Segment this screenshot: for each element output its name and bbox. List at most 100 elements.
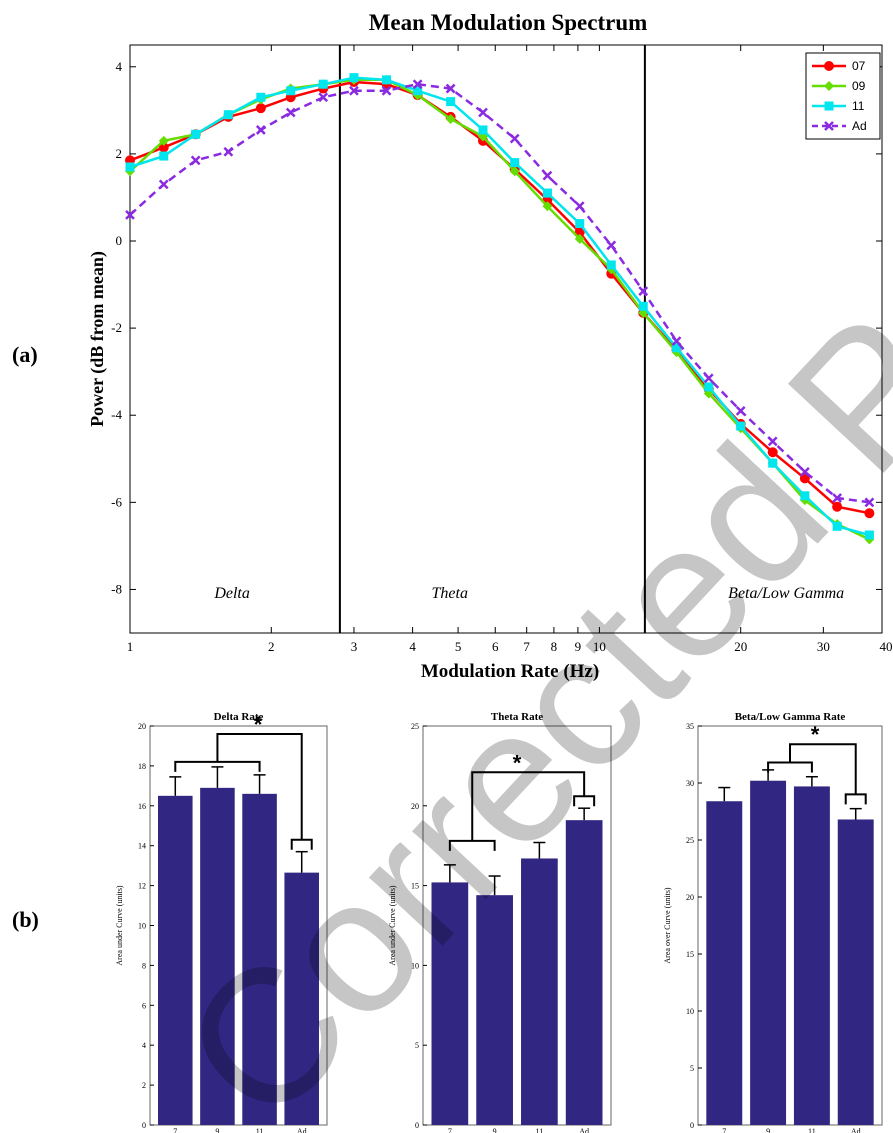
y-axis-label: Area under Curve (units) [388, 885, 397, 966]
y-tick-label: -2 [111, 320, 122, 335]
series-11 [125, 73, 874, 540]
data-point [703, 373, 714, 384]
legend-item-11: 11 [812, 99, 865, 113]
data-point [285, 107, 296, 118]
region-label: Beta/Low Gamma [728, 585, 844, 602]
bar-9 [750, 780, 787, 1125]
data-point [800, 491, 810, 501]
x-tick-label: 20 [734, 639, 747, 654]
data-point [542, 201, 553, 212]
y-tick-label: 15 [411, 882, 419, 891]
y-tick-label: -4 [111, 407, 122, 422]
data-point [832, 501, 843, 512]
y-tick-label: 16 [138, 802, 146, 811]
y-tick-label: 20 [686, 893, 694, 902]
data-point [767, 436, 778, 447]
series-line [129, 76, 870, 537]
delta-rate-chart: Delta Rate 0 2 4 6 8 10 12 14 16 18 20 Area under Cu… [115, 711, 328, 1133]
data-point [125, 209, 135, 220]
bar-Ad [837, 819, 874, 1125]
y-tick-label: 5 [690, 1064, 694, 1073]
series-lines [125, 73, 875, 545]
data-point [478, 107, 488, 118]
data-point [606, 260, 616, 270]
legend-item-Ad: Ad [812, 119, 867, 133]
data-point [704, 382, 714, 392]
significance-star: * [254, 712, 263, 737]
y-axis-label: Power (dB from mean) [87, 251, 108, 427]
plot-frame [697, 725, 883, 1126]
y-ticks: 4 2 0 -2 -4 -6 -8 [111, 59, 882, 596]
data-point [318, 79, 328, 89]
data-point [575, 219, 585, 229]
data-point [158, 179, 169, 190]
x-tick-label: 40 [880, 639, 893, 654]
y-tick-label: 18 [138, 762, 146, 771]
legend-label: 09 [852, 79, 866, 93]
legend-label: Ad [852, 119, 867, 133]
data-point [542, 170, 553, 181]
y-tick-label: 14 [138, 842, 146, 851]
data-point [542, 188, 552, 198]
x-tick-label: 7 [173, 1127, 177, 1133]
data-point [413, 86, 423, 96]
x-tick-label: Ad [579, 1127, 589, 1133]
legend: 07 09 11 Ad [805, 52, 881, 140]
data-point [672, 343, 682, 353]
data-point [638, 286, 649, 296]
x-ticks: 1 2 3 4 5 6 7 8 9 10 20 30 40 [127, 45, 893, 654]
x-tick-label: Ad [297, 1127, 307, 1133]
y-tick-label: 10 [686, 1007, 694, 1016]
y-tick-label: 6 [142, 1001, 146, 1010]
data-point [445, 83, 456, 94]
y-tick-label: 0 [142, 1121, 146, 1130]
significance-bracket [767, 743, 867, 805]
x-tick-label: 2 [268, 639, 275, 654]
x-tick-label: 8 [551, 639, 558, 654]
y-tick-label: 4 [116, 59, 123, 74]
theta-rate-chart: Theta Rate 0 5 10 15 20 25 Area under Curve (un… [388, 711, 612, 1133]
data-point [255, 103, 266, 114]
data-point [509, 133, 520, 144]
data-point [509, 166, 520, 177]
legend-label: 11 [852, 99, 865, 113]
bar-Ad [565, 820, 603, 1125]
chart-title: Delta Rate [214, 711, 264, 723]
data-point [864, 497, 875, 508]
x-tick-label: 9 [493, 1127, 497, 1133]
data-point [256, 92, 266, 102]
y-tick-label: 8 [142, 961, 146, 970]
significance-star: * [811, 722, 820, 747]
data-point [382, 75, 392, 85]
legend-box [805, 52, 881, 140]
plot-frame [422, 725, 612, 1126]
y-tick-label: 12 [138, 882, 146, 891]
y-tick-label: 10 [138, 922, 146, 931]
bar-7 [158, 795, 193, 1125]
y-tick-label: 15 [686, 950, 694, 959]
data-point [318, 92, 329, 103]
y-tick-label: 0 [690, 1121, 694, 1130]
bar-7 [706, 801, 743, 1125]
legend-label: 07 [852, 59, 866, 73]
data-point [445, 114, 456, 125]
y-tick-label: 20 [411, 802, 419, 811]
region-labels: Delta Theta Beta/Low Gamma [213, 585, 844, 602]
data-point [381, 85, 392, 96]
data-point [223, 110, 233, 120]
data-point [412, 79, 423, 90]
legend-item-07: 07 [812, 59, 866, 73]
x-tick-label: 4 [409, 639, 416, 654]
x-tick-label: 5 [455, 639, 462, 654]
y-tick-label: 0 [116, 233, 123, 248]
chart-title: Beta/Low Gamma Rate [735, 711, 846, 723]
x-tick-label: 9 [575, 639, 582, 654]
x-tick-label: Ad [851, 1127, 861, 1133]
data-point [864, 530, 874, 540]
y-tick-label: 0 [415, 1121, 419, 1130]
data-point [768, 458, 778, 468]
panel-label-a: (a) [12, 342, 38, 367]
chart-title: Mean Modulation Spectrum [369, 10, 648, 35]
data-point [638, 301, 648, 311]
